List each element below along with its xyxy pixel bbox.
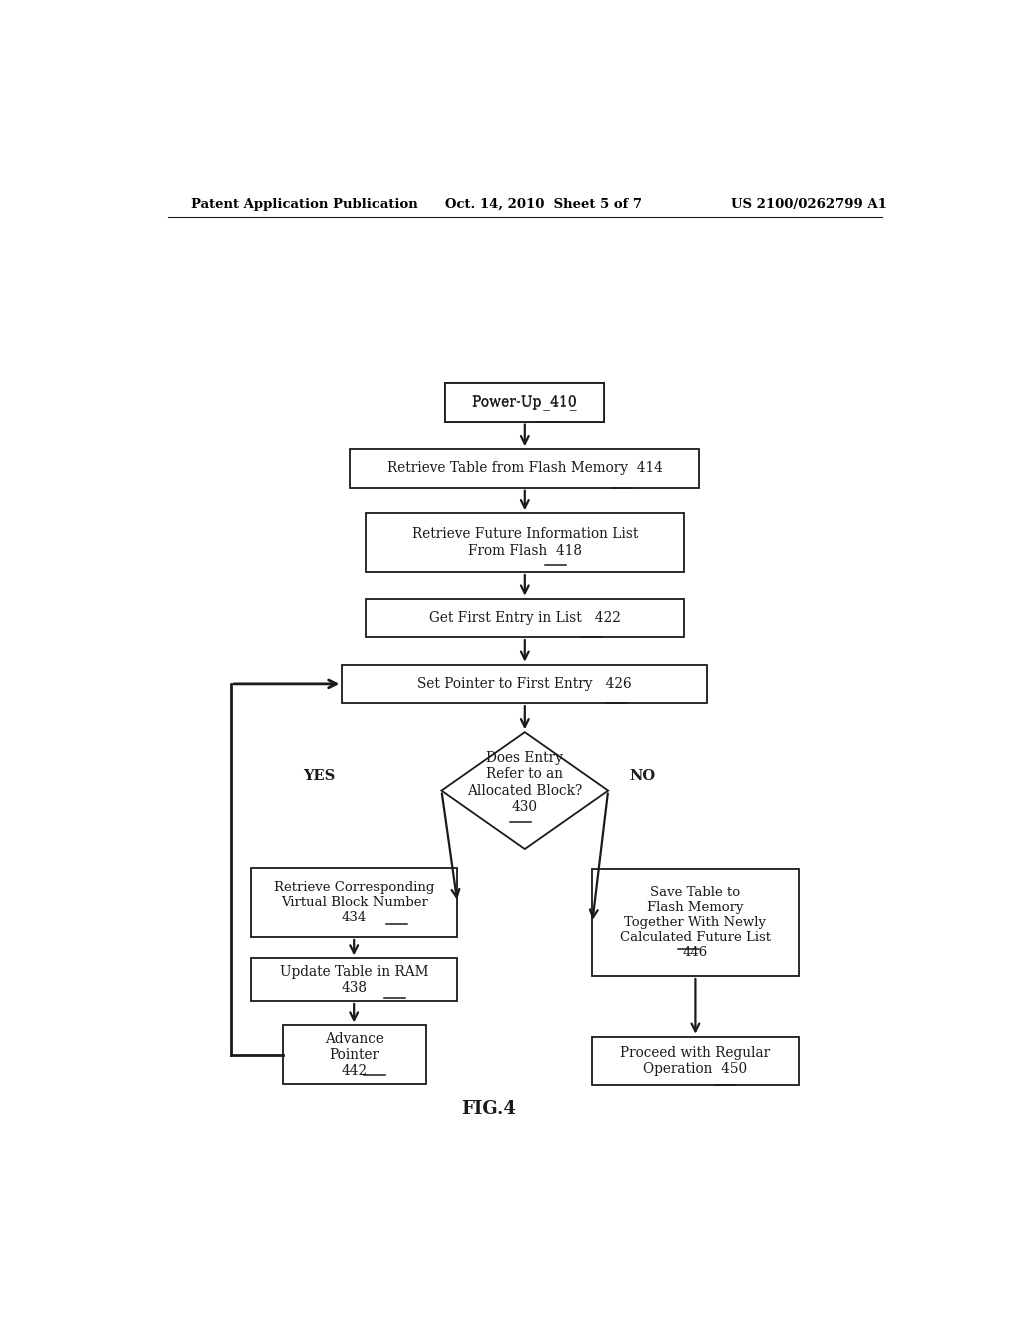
FancyBboxPatch shape (350, 449, 699, 487)
Text: Power-Up  410: Power-Up 410 (472, 395, 578, 409)
Text: Power-Up  ̲410̲: Power-Up ̲410̲ (472, 395, 578, 409)
Text: Set Pointer to First Entry   426: Set Pointer to First Entry 426 (418, 677, 632, 690)
FancyBboxPatch shape (592, 870, 799, 975)
Text: Oct. 14, 2010  Sheet 5 of 7: Oct. 14, 2010 Sheet 5 of 7 (445, 198, 642, 211)
Text: NO: NO (630, 770, 655, 783)
FancyBboxPatch shape (445, 383, 604, 421)
Text: YES: YES (303, 770, 335, 783)
Text: Retrieve Future Information List
From Flash  418: Retrieve Future Information List From Fl… (412, 528, 638, 557)
FancyBboxPatch shape (251, 958, 458, 1001)
Text: Save Table to
Flash Memory
Together With Newly
Calculated Future List
446: Save Table to Flash Memory Together With… (620, 886, 771, 960)
Text: Patent Application Publication: Patent Application Publication (191, 198, 418, 211)
Text: FIG.4: FIG.4 (461, 1100, 516, 1118)
FancyBboxPatch shape (342, 664, 708, 704)
Text: Retrieve Corresponding
Virtual Block Number
434: Retrieve Corresponding Virtual Block Num… (274, 880, 434, 924)
Text: Advance
Pointer
442: Advance Pointer 442 (325, 1032, 384, 1078)
Text: Proceed with Regular
Operation  450: Proceed with Regular Operation 450 (621, 1045, 770, 1076)
Text: Retrieve Table from Flash Memory  414: Retrieve Table from Flash Memory 414 (387, 462, 663, 475)
FancyBboxPatch shape (592, 1036, 799, 1085)
FancyBboxPatch shape (283, 1026, 426, 1084)
FancyBboxPatch shape (251, 867, 458, 937)
Text: US 2100/0262799 A1: US 2100/0262799 A1 (731, 198, 887, 211)
FancyBboxPatch shape (367, 598, 684, 638)
Text: Does Entry
Refer to an
Allocated Block?
430: Does Entry Refer to an Allocated Block? … (467, 751, 583, 813)
Text: Update Table in RAM
438: Update Table in RAM 438 (280, 965, 428, 995)
Polygon shape (441, 733, 608, 849)
FancyBboxPatch shape (445, 383, 604, 421)
FancyBboxPatch shape (367, 513, 684, 572)
Text: Get First Entry in List   422: Get First Entry in List 422 (429, 611, 621, 624)
